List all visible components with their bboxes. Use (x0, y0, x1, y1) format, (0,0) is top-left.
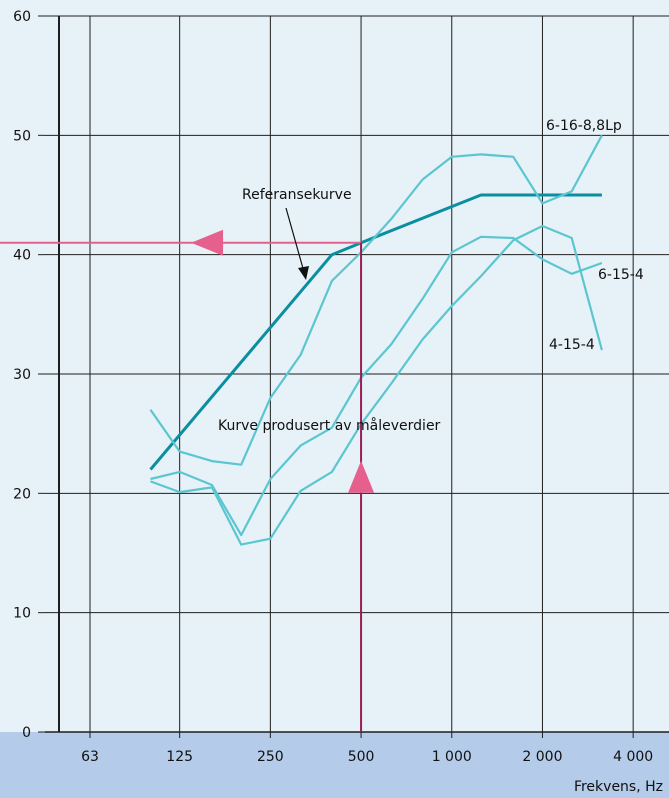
markers (0, 229, 375, 732)
series-group (149, 134, 603, 546)
measured-curves-label: Kurve produsert av måleverdier (218, 417, 441, 434)
plot-area (0, 0, 669, 732)
y-tick-label: 20 (13, 486, 31, 502)
x-tick-label: 250 (257, 749, 284, 765)
y-tick-label: 10 (13, 606, 31, 622)
reference-curve (149, 193, 602, 471)
y-tick-label: 0 (22, 725, 31, 741)
reference-curve-label: Referansekurve (242, 187, 352, 203)
measured-curve-1 (149, 134, 603, 466)
x-tick-label: 2 000 (522, 749, 562, 765)
reference-pointer-head (298, 266, 309, 280)
measured-curve-2 (150, 235, 603, 537)
x-tick-label: 63 (81, 749, 99, 765)
x-axis: 63 125 250 500 1 000 2 000 4 000 (45, 731, 669, 765)
y-tick-label: 50 (13, 128, 31, 144)
y-tick-label: 40 (13, 248, 31, 264)
x-axis-title: Frekvens, Hz (574, 779, 663, 795)
y-tick-label: 60 (13, 9, 31, 25)
x-tick-label: 1 000 (432, 749, 472, 765)
series-label: 6-15-4 (598, 267, 644, 283)
y-axis: 0 10 20 30 40 50 60 (13, 9, 60, 741)
series-label: 4-15-4 (549, 337, 595, 353)
measured-curve-3 (150, 224, 603, 546)
reference-pointer-line (285, 207, 305, 273)
series-label: 6-16-8,8Lp (546, 118, 622, 134)
left-arrow-marker (191, 229, 224, 256)
x-tick-label: 125 (166, 749, 193, 765)
annotations: Referansekurve Kurve produsert av målever… (218, 118, 644, 434)
up-arrow-marker (348, 460, 375, 493)
x-tick-label: 4 000 (613, 749, 653, 765)
x-tick-label: 500 (348, 749, 375, 765)
y-tick-label: 30 (13, 367, 31, 383)
